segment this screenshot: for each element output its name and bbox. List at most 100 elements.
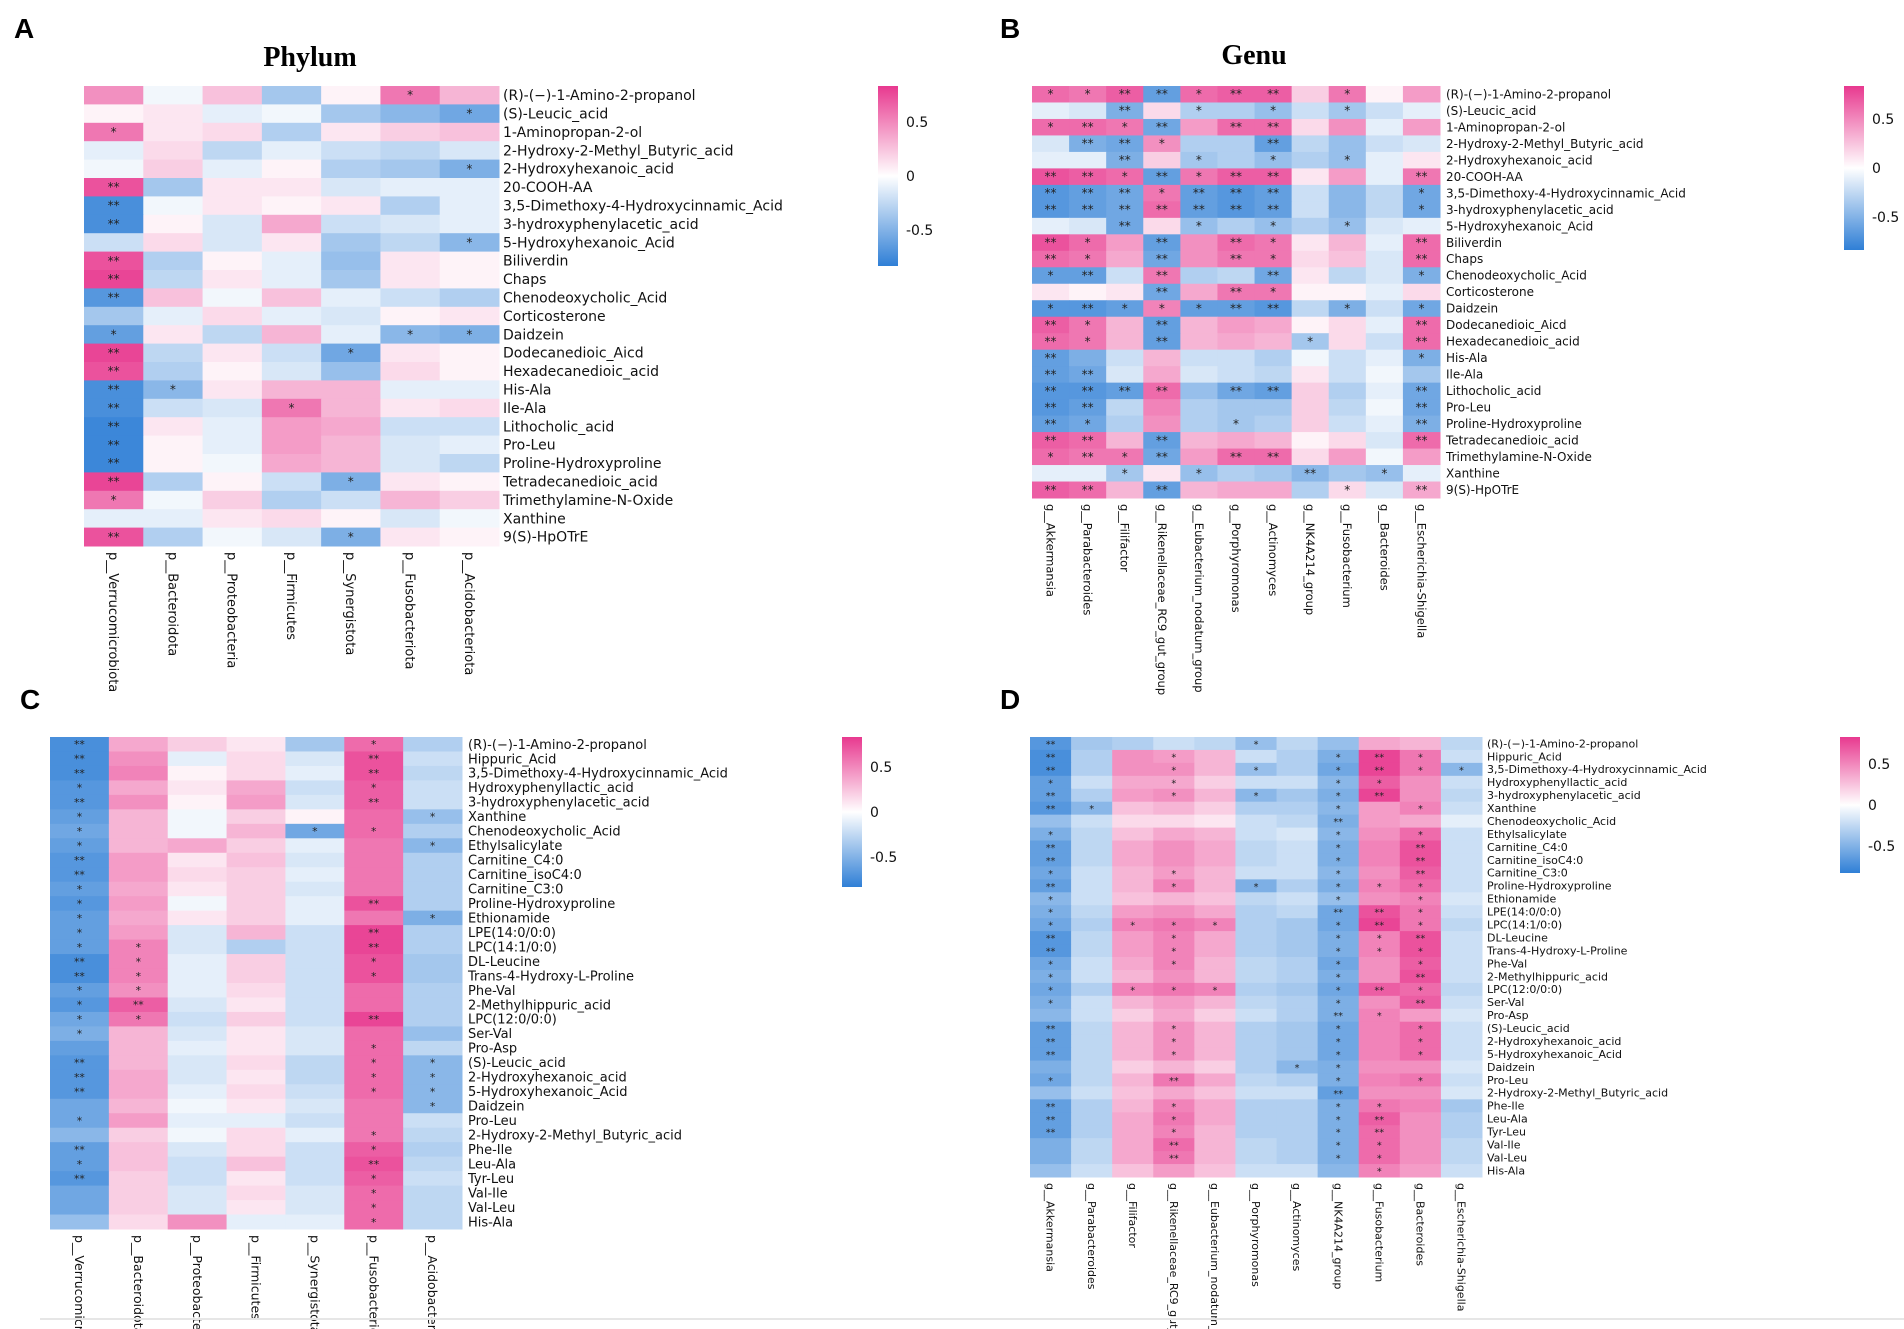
significance-mark: * (1171, 765, 1176, 776)
heatmap-cell (1402, 184, 1441, 202)
row-label: Proline-Hydroxyproline (468, 897, 615, 912)
heatmap-cell (108, 751, 169, 767)
heatmap-cell (84, 472, 144, 492)
heatmap-cell (1254, 184, 1293, 202)
significance-mark: * (1048, 972, 1053, 983)
significance-mark: ** (74, 854, 85, 867)
significance-mark: ** (1156, 483, 1168, 497)
column-label: g__Filifactor (1118, 504, 1132, 572)
significance-mark: * (1377, 947, 1382, 958)
heatmap-cell (1358, 788, 1401, 803)
heatmap-cell (226, 737, 286, 752)
heatmap-cell (403, 1113, 463, 1129)
heatmap-cell (1217, 382, 1256, 400)
significance-mark: ** (1045, 236, 1057, 250)
significance-mark: ** (1156, 120, 1168, 134)
significance-mark: ** (1046, 1115, 1056, 1126)
heatmap-cell (1112, 1125, 1154, 1139)
significance-mark: ** (1156, 236, 1168, 250)
heatmap-cell (1276, 918, 1319, 932)
heatmap-cell (380, 343, 441, 363)
significance-mark: ** (1156, 170, 1168, 184)
heatmap-cell (285, 896, 345, 912)
heatmap-cell (1317, 931, 1360, 945)
heatmap-cell (1317, 775, 1360, 790)
heatmap-cell (344, 823, 404, 839)
significance-mark: * (1048, 301, 1054, 315)
heatmap-cell (1143, 382, 1181, 400)
significance-mark: * (466, 107, 472, 121)
significance-mark: ** (1415, 433, 1427, 447)
heatmap-grid: ****************************************… (1032, 86, 1441, 499)
heatmap-cell (1153, 995, 1195, 1010)
row-label: (S)-Leucic_acid (468, 1056, 566, 1071)
heatmap-cell (1153, 1060, 1195, 1074)
heatmap-cell (143, 509, 204, 529)
significance-mark: * (1344, 483, 1350, 497)
heatmap-cell (1399, 1151, 1442, 1165)
heatmap-cell (1399, 1112, 1442, 1126)
significance-mark: ** (1415, 400, 1427, 414)
heatmap-cell (226, 867, 286, 883)
heatmap-cell (1254, 151, 1293, 169)
heatmap-cell (1071, 995, 1113, 1010)
heatmap-cell (344, 910, 404, 926)
heatmap-cell (321, 306, 381, 326)
heatmap-cell (226, 896, 286, 912)
heatmap-cell (1030, 737, 1072, 751)
significance-mark: * (111, 493, 117, 507)
heatmap-cell (1365, 250, 1404, 268)
heatmap-cell (1328, 415, 1367, 433)
heatmap-cell (1328, 316, 1367, 334)
column-label: g__Bacteroides (1377, 504, 1391, 591)
significance-mark: * (1048, 959, 1053, 970)
significance-mark: * (1270, 104, 1276, 118)
significance-mark: * (1270, 236, 1276, 250)
heatmap-cell (1254, 448, 1293, 466)
column-label: p__Verrucomicrobiota (72, 1235, 87, 1329)
heatmap-cell (1254, 102, 1293, 120)
significance-mark: ** (74, 970, 85, 983)
heatmap-cell (1317, 1112, 1360, 1126)
heatmap-cell (1217, 415, 1256, 433)
heatmap-cell (143, 233, 204, 253)
heatmap-svg-d: D** *** * * ** *** * * * ** * ** * * *** * * * **** * * **** *… (1000, 684, 1895, 1329)
heatmap-grid: ****************************************… (1030, 737, 1483, 1178)
heatmap-cell (1402, 86, 1441, 103)
heatmap-cell (50, 1113, 110, 1129)
heatmap-cell (84, 509, 144, 529)
heatmap-cell (1106, 86, 1144, 103)
significance-mark: * (1254, 882, 1259, 893)
row-label: Pro-Asp (468, 1042, 517, 1057)
heatmap-cell (1328, 283, 1367, 301)
heatmap-cell (1365, 267, 1404, 285)
significance-mark: ** (1045, 384, 1057, 398)
heatmap-cell (84, 122, 144, 142)
heatmap-cell (1235, 801, 1278, 816)
heatmap-cell (1402, 465, 1441, 483)
significance-mark: ** (1046, 947, 1056, 958)
heatmap-cell (1194, 918, 1236, 932)
heatmap-cell (1317, 737, 1360, 751)
significance-mark: * (1336, 765, 1341, 776)
heatmap-cell (439, 251, 500, 271)
heatmap-cell (1180, 333, 1218, 351)
row-label: Phe-Ile (1487, 1100, 1525, 1113)
heatmap-cell (50, 997, 110, 1013)
row-label: (S)-Leucic_acid (1446, 104, 1536, 118)
heatmap-cell (1440, 814, 1483, 829)
significance-mark: ** (1046, 856, 1056, 867)
heatmap-cell (403, 1185, 463, 1201)
row-label: 2-Hydroxy-2-Methyl_Butyric_acid (1487, 1087, 1668, 1100)
heatmap-cell (108, 1040, 169, 1056)
significance-mark: ** (1267, 120, 1279, 134)
heatmap-cell (403, 1011, 463, 1027)
heatmap-cell (1235, 1151, 1278, 1165)
row-label: Daidzein (1446, 302, 1498, 316)
heatmap-cell (439, 398, 500, 418)
heatmap-cell (285, 910, 345, 926)
heatmap-cell (1402, 382, 1441, 400)
significance-mark: * (1196, 87, 1202, 101)
heatmap-cell (202, 306, 263, 326)
row-label: DL-Leucine (468, 955, 540, 970)
